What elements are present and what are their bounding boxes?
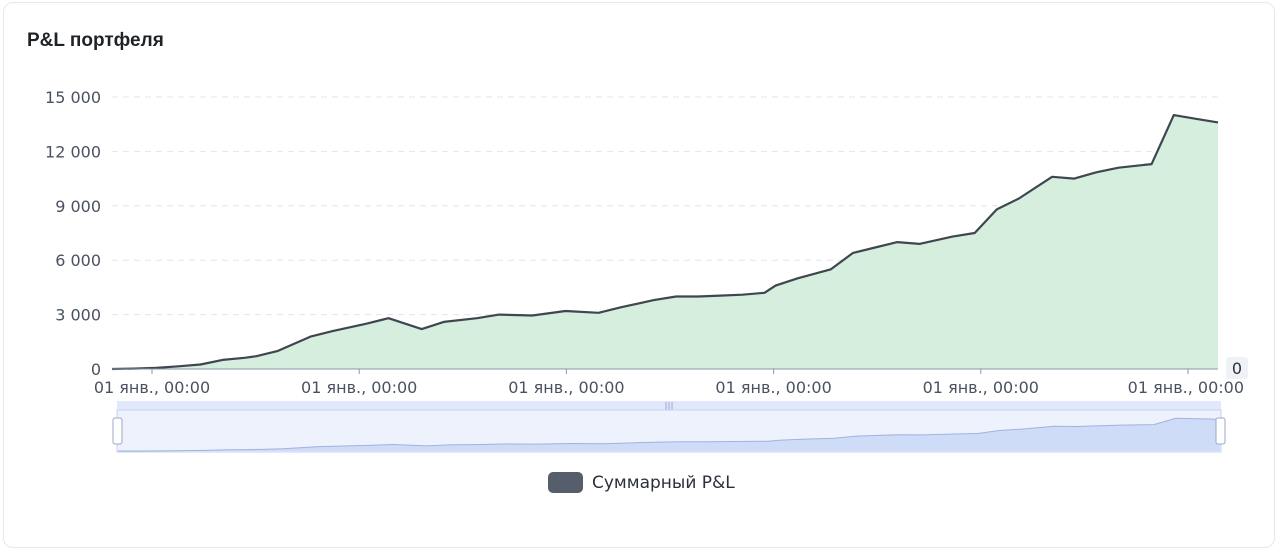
pnl-line <box>111 114 1219 371</box>
zoom-preview-area <box>118 418 1220 451</box>
x-tick-label: 01 янв., 00:00 <box>923 378 1039 397</box>
zoom-preview-line <box>118 417 1221 452</box>
x-tick-label: 01 янв., 00:00 <box>94 378 210 397</box>
zoom-slider[interactable]: ||| <box>112 401 1226 453</box>
zoom-handle-left[interactable] <box>112 417 123 445</box>
zoom-end-value-box <box>1226 357 1248 379</box>
y-tick-label: 9 000 <box>55 197 101 216</box>
zoom-slider-top-bar[interactable] <box>117 401 1221 410</box>
chart-title: P&L портфеля <box>27 30 164 51</box>
y-tick-label: 15 000 <box>45 88 101 107</box>
x-tick-label: 01 янв., 00:00 <box>508 378 624 397</box>
legend-swatch[interactable] <box>548 472 583 493</box>
x-tick-label: 01 янв., 00:00 <box>715 378 831 397</box>
legend[interactable]: Суммарный P&L <box>548 472 735 493</box>
x-tick-label: 01 янв., 00:00 <box>1128 378 1244 397</box>
zoom-handle-right[interactable] <box>1215 417 1226 445</box>
pnl-area <box>112 115 1218 369</box>
zoom-end-value: 0 <box>1232 359 1242 378</box>
y-tick-label: 12 000 <box>45 142 101 161</box>
y-tick-label: 0 <box>91 360 101 379</box>
y-tick-label: 6 000 <box>55 251 101 270</box>
y-tick-label: 3 000 <box>55 306 101 325</box>
legend-label[interactable]: Суммарный P&L <box>592 472 735 493</box>
x-tick-label: 01 янв., 00:00 <box>301 378 417 397</box>
zoom-drag-grip-icon[interactable]: ||| <box>664 402 673 412</box>
